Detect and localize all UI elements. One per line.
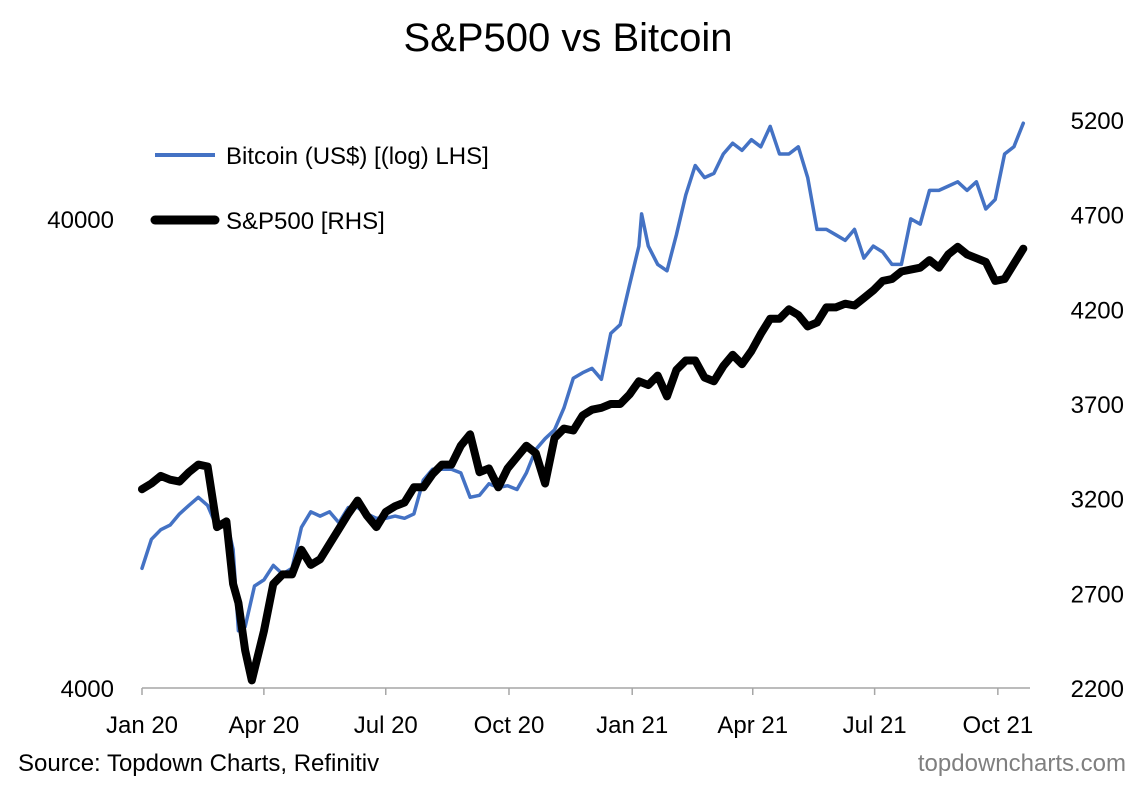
x-tick-label: Apr 20: [229, 712, 300, 739]
y-right-tick-label: 3200: [1071, 487, 1124, 514]
y-right-tick-label: 4700: [1071, 203, 1124, 230]
y-right-tick-label: 5200: [1071, 108, 1124, 135]
y-right-tick-label: 2700: [1071, 581, 1124, 608]
legend-label-sp500: S&P500 [RHS]: [226, 208, 385, 235]
x-tick-label: Jul 21: [843, 712, 907, 739]
bitcoin-line: [140, 121, 1026, 633]
x-tick-label: Oct 20: [474, 712, 545, 739]
x-tick-label: Apr 21: [717, 712, 788, 739]
y-left-tick-label: 40000: [47, 207, 114, 234]
legend-label-bitcoin: Bitcoin (US$) [(log) LHS]: [226, 143, 489, 170]
series-layer: [138, 121, 1028, 685]
watermark: topdowncharts.com: [917, 750, 1126, 777]
legend: Bitcoin (US$) [(log) LHS] S&P500 [RHS]: [150, 143, 489, 235]
x-tick-label: Jan 21: [596, 712, 668, 739]
y-left-tick-label: 4000: [61, 676, 114, 703]
source-note: Source: Topdown Charts, Refinitiv: [18, 750, 380, 777]
y-right-tick-label: 4200: [1071, 297, 1124, 324]
y-right-tick-label: 3700: [1071, 392, 1124, 419]
x-tick-label: Oct 21: [963, 712, 1034, 739]
chart-title: S&P500 vs Bitcoin: [403, 16, 732, 60]
y-right-tick-label: 2200: [1071, 676, 1124, 703]
axes: Jan 20 Apr 20 Jul 20 Oct 20 Jan 21 Apr 21 Jul …: [47, 108, 1124, 739]
x-tick-label: Jan 20: [106, 712, 178, 739]
x-tick-label: Jul 20: [354, 712, 418, 739]
sp500-line: [138, 242, 1028, 685]
